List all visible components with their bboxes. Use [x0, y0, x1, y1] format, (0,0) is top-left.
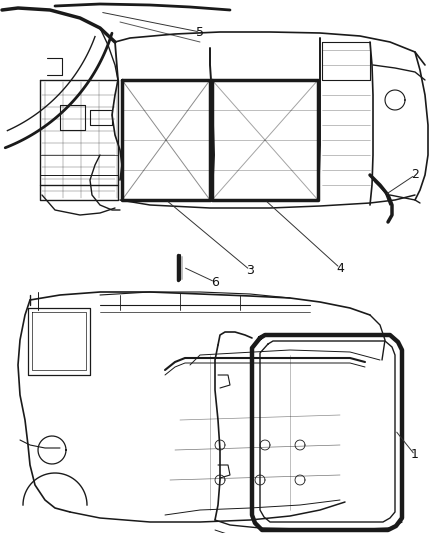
- Text: 1: 1: [411, 448, 419, 462]
- Text: 6: 6: [211, 276, 219, 288]
- Text: 2: 2: [411, 168, 419, 182]
- Text: 4: 4: [336, 262, 344, 274]
- Text: 5: 5: [196, 26, 204, 38]
- Text: 3: 3: [246, 263, 254, 277]
